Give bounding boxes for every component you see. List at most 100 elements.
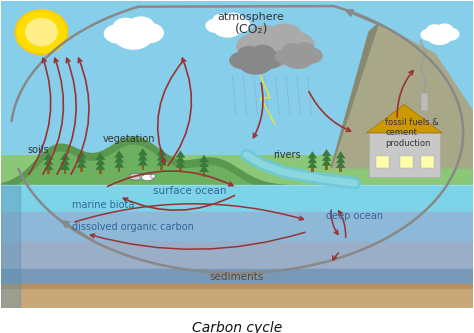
Ellipse shape (282, 43, 302, 57)
Ellipse shape (205, 18, 227, 33)
Polygon shape (114, 151, 124, 158)
Polygon shape (322, 149, 331, 156)
Ellipse shape (128, 16, 155, 35)
Text: marine biota: marine biota (72, 200, 135, 210)
Polygon shape (336, 156, 346, 163)
Text: vegetation: vegetation (102, 135, 155, 145)
Polygon shape (308, 156, 317, 163)
Polygon shape (199, 155, 209, 162)
Ellipse shape (229, 52, 255, 69)
Ellipse shape (227, 17, 251, 33)
Polygon shape (1, 284, 473, 288)
Polygon shape (60, 158, 70, 165)
Bar (369, 133, 439, 177)
Ellipse shape (212, 14, 232, 27)
Polygon shape (308, 161, 317, 168)
Polygon shape (114, 156, 124, 163)
Polygon shape (77, 151, 86, 158)
Polygon shape (366, 104, 442, 133)
Polygon shape (95, 153, 105, 160)
Ellipse shape (151, 174, 155, 178)
Ellipse shape (293, 42, 315, 57)
Polygon shape (95, 158, 105, 165)
Ellipse shape (255, 50, 283, 69)
Ellipse shape (439, 27, 459, 41)
Text: surface ocean: surface ocean (153, 186, 227, 196)
Polygon shape (95, 163, 105, 170)
Polygon shape (77, 156, 86, 163)
Polygon shape (175, 156, 185, 163)
Ellipse shape (141, 174, 154, 180)
Polygon shape (308, 151, 317, 158)
Polygon shape (60, 153, 70, 160)
Bar (64, 168, 66, 174)
Polygon shape (1, 286, 473, 308)
Ellipse shape (274, 48, 298, 64)
Ellipse shape (114, 23, 153, 50)
Ellipse shape (274, 31, 315, 59)
Polygon shape (331, 23, 473, 168)
Polygon shape (157, 158, 166, 166)
Ellipse shape (16, 10, 67, 54)
Polygon shape (175, 151, 185, 158)
Bar (160, 164, 163, 170)
Bar (325, 164, 328, 170)
Ellipse shape (283, 48, 314, 69)
Polygon shape (44, 158, 54, 165)
Polygon shape (336, 161, 346, 168)
Polygon shape (44, 153, 54, 160)
Text: dissolved organic carbon: dissolved organic carbon (72, 222, 194, 232)
Polygon shape (157, 153, 166, 161)
Polygon shape (1, 212, 473, 242)
Ellipse shape (436, 23, 453, 35)
Ellipse shape (223, 13, 243, 26)
Ellipse shape (104, 24, 133, 44)
Text: soils: soils (27, 146, 49, 156)
Ellipse shape (238, 51, 273, 75)
Polygon shape (175, 161, 185, 168)
Bar (1, 1, 473, 185)
Ellipse shape (236, 33, 274, 59)
Bar (142, 164, 144, 170)
Polygon shape (138, 158, 148, 166)
Text: deep ocean: deep ocean (326, 211, 383, 221)
Polygon shape (199, 165, 209, 172)
Bar (421, 94, 428, 111)
Bar (311, 166, 314, 172)
Ellipse shape (267, 24, 302, 47)
Polygon shape (322, 154, 331, 161)
Polygon shape (322, 159, 331, 166)
Text: sediments: sediments (210, 272, 264, 282)
Bar (80, 166, 82, 172)
Bar (118, 166, 120, 172)
Polygon shape (138, 148, 148, 156)
Text: atmosphere: atmosphere (218, 12, 284, 22)
Ellipse shape (25, 18, 58, 46)
Text: fossil fuels &
cement
production: fossil fuels & cement production (385, 118, 439, 148)
Ellipse shape (250, 45, 275, 61)
Ellipse shape (420, 28, 439, 41)
Bar (421, 156, 434, 168)
Ellipse shape (213, 18, 242, 38)
Polygon shape (60, 163, 70, 170)
Bar (99, 168, 101, 174)
Ellipse shape (113, 18, 139, 35)
Bar (339, 166, 342, 172)
Ellipse shape (298, 47, 323, 64)
Polygon shape (44, 163, 54, 170)
Bar (400, 156, 413, 168)
Text: rivers: rivers (273, 150, 301, 160)
Bar (179, 166, 182, 172)
Polygon shape (138, 153, 148, 161)
Bar (47, 168, 50, 174)
Text: (CO₂): (CO₂) (235, 23, 268, 36)
Polygon shape (1, 242, 473, 269)
Polygon shape (157, 148, 166, 156)
Polygon shape (1, 269, 473, 286)
Ellipse shape (426, 24, 443, 36)
Polygon shape (199, 160, 209, 167)
Polygon shape (1, 185, 20, 308)
Polygon shape (114, 161, 124, 168)
Ellipse shape (427, 28, 452, 45)
Ellipse shape (133, 22, 164, 43)
